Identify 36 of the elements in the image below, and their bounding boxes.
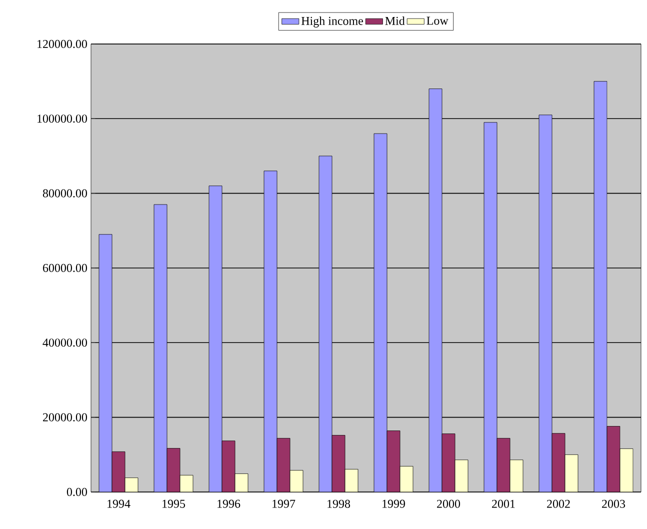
x-tick-label: 1995 — [162, 500, 186, 508]
legend-label: Low — [426, 16, 448, 25]
bar — [428, 88, 442, 492]
bar — [538, 114, 552, 492]
y-tick-label: 100000.00 — [38, 114, 88, 123]
bar — [318, 156, 332, 492]
bar — [290, 470, 304, 492]
bar — [98, 234, 112, 492]
legend-label: High income — [301, 16, 364, 28]
bar — [484, 122, 498, 492]
bar — [510, 460, 524, 492]
bar — [620, 448, 634, 492]
x-tick-label: 2001 — [492, 500, 515, 508]
bar — [154, 204, 168, 492]
y-tick-label: 20000.00 — [43, 413, 88, 422]
x-tick-label: 1997 — [272, 500, 296, 508]
y-tick-label: 80000.00 — [42, 189, 88, 198]
x-tick-label: 2000 — [437, 500, 460, 508]
bar — [454, 460, 468, 492]
y-tick-label: 60000.00 — [42, 264, 88, 272]
bar — [264, 170, 278, 492]
x-tick-label: 1996 — [218, 500, 240, 508]
bar — [374, 133, 388, 492]
bar — [564, 454, 578, 492]
y-tick-label: 120000.00 — [38, 40, 88, 48]
bar — [400, 466, 414, 492]
bar — [594, 81, 608, 492]
legend-label: Mid — [385, 16, 405, 25]
x-tick-label: 1998 — [328, 500, 350, 508]
y-tick-label: 40000.00 — [42, 338, 88, 347]
x-tick-label: 1994 — [108, 500, 130, 508]
x-tick-label: 2003 — [602, 500, 626, 508]
x-tick-label: 2002 — [547, 500, 570, 508]
y-tick-label: 0.00 — [66, 488, 88, 496]
x-tick-label: 1999 — [382, 500, 406, 508]
bar — [208, 186, 222, 492]
